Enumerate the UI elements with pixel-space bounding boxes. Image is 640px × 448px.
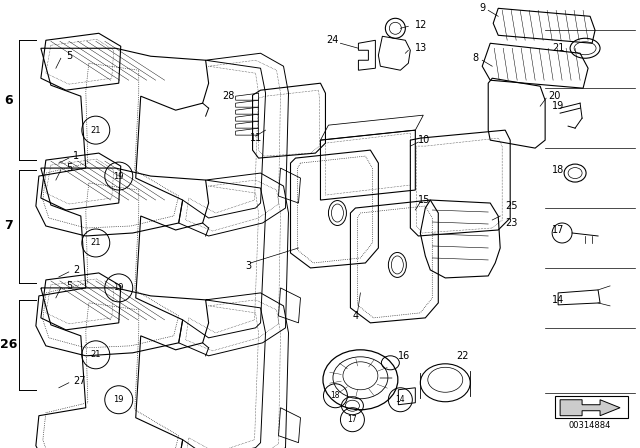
Text: 17: 17 [552,225,564,235]
Text: 00314884: 00314884 [569,421,611,430]
Text: 19: 19 [113,172,124,181]
Text: 1: 1 [73,151,79,161]
Polygon shape [560,400,620,416]
Text: 23: 23 [505,218,518,228]
Text: 14: 14 [396,395,405,404]
Text: 24: 24 [326,35,339,45]
Text: 28: 28 [223,91,235,101]
Text: 17: 17 [348,415,357,424]
Text: 22: 22 [456,351,468,361]
Text: 3: 3 [246,261,252,271]
Text: 15: 15 [419,195,431,205]
Text: 26: 26 [0,338,18,351]
Text: 8: 8 [472,53,478,63]
Text: 20: 20 [548,91,561,101]
Text: 9: 9 [479,3,485,13]
Text: 13: 13 [415,43,428,53]
Text: 10: 10 [419,135,431,145]
Text: 6: 6 [4,94,13,107]
Text: 16: 16 [398,351,411,361]
Text: 5: 5 [66,51,72,61]
Text: 21: 21 [90,238,101,247]
Text: 18: 18 [552,165,564,175]
Text: 18: 18 [331,391,340,400]
Text: 21: 21 [90,125,101,135]
Text: 5: 5 [66,163,72,173]
Text: 19: 19 [113,395,124,404]
Text: 27: 27 [73,376,85,386]
Text: 2: 2 [73,265,79,275]
Text: 11: 11 [250,133,262,143]
Text: 19: 19 [552,101,564,111]
Text: 19: 19 [113,284,124,293]
Text: 12: 12 [415,20,428,30]
Text: 21: 21 [90,350,101,359]
Text: 5: 5 [66,281,72,291]
Text: 14: 14 [552,295,564,305]
Text: 21: 21 [552,43,564,53]
Text: 4: 4 [353,311,358,321]
Text: 7: 7 [4,220,13,233]
Text: 25: 25 [505,201,518,211]
